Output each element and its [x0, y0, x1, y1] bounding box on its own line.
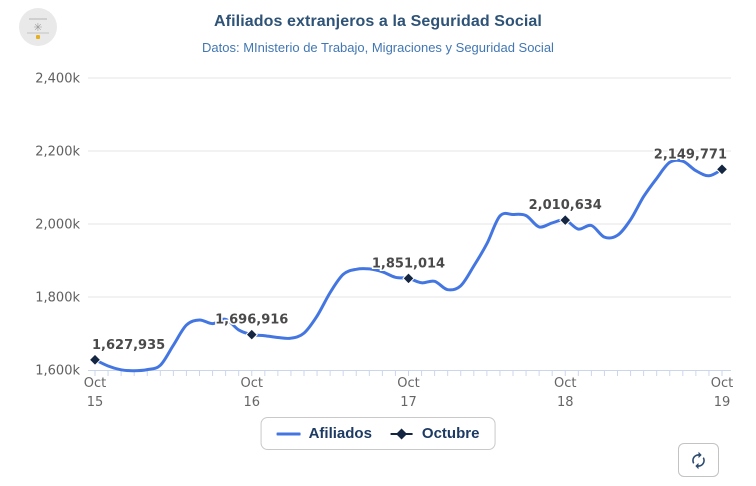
refresh-icon: [692, 451, 705, 469]
line-swatch-icon: [276, 432, 301, 435]
x-axis-label-year: 18: [557, 395, 574, 410]
y-axis-label: 2,200k: [35, 145, 80, 160]
legend-label: Afiliados: [308, 425, 372, 442]
x-axis-label-month: Oct: [397, 376, 419, 391]
refresh-button[interactable]: [678, 443, 719, 477]
x-axis-label-year: 15: [87, 395, 104, 410]
badge-glyph-icon: ✳: [33, 21, 43, 34]
x-axis-label-month: Oct: [554, 376, 576, 391]
plot-area[interactable]: [88, 78, 731, 370]
octubre-marker[interactable]: [88, 353, 102, 367]
legend-label: Octubre: [421, 425, 480, 442]
y-axis-label: 2,400k: [35, 72, 80, 87]
circular-badge-logo[interactable]: ✳: [19, 8, 57, 46]
data-label: 1,627,935: [92, 338, 165, 353]
x-axis-label-month: Oct: [241, 376, 263, 391]
legend: Afiliados Octubre: [260, 417, 496, 450]
legend-item-octubre[interactable]: Octubre: [390, 425, 480, 442]
octubre-marker[interactable]: [715, 163, 729, 176]
legend-item-afiliados[interactable]: Afiliados: [276, 425, 372, 442]
x-axis-label-year: 17: [400, 395, 417, 410]
diamond-swatch-icon: [390, 428, 413, 439]
data-label: 1,851,014: [372, 256, 445, 271]
chart-title: Afiliados extranjeros a la Seguridad Soc…: [214, 13, 542, 30]
x-axis-label-year: 16: [243, 395, 260, 410]
octubre-marker[interactable]: [245, 328, 258, 341]
octubre-marker[interactable]: [402, 272, 415, 285]
data-label: 2,149,771: [654, 147, 727, 162]
chart-subtitle: Datos: MInisterio de Trabajo, Migracione…: [202, 40, 554, 55]
x-axis-label-month: Oct: [84, 376, 106, 391]
y-axis-label: 1,600k: [35, 364, 80, 379]
octubre-marker[interactable]: [559, 213, 572, 227]
y-axis-label: 1,800k: [35, 291, 80, 306]
data-label: 2,010,634: [529, 198, 602, 213]
y-axis-label: 2,000k: [35, 218, 80, 233]
x-axis-label-month: Oct: [711, 376, 733, 391]
x-axis-label-year: 19: [714, 395, 731, 410]
data-label: 1,696,916: [215, 313, 288, 328]
